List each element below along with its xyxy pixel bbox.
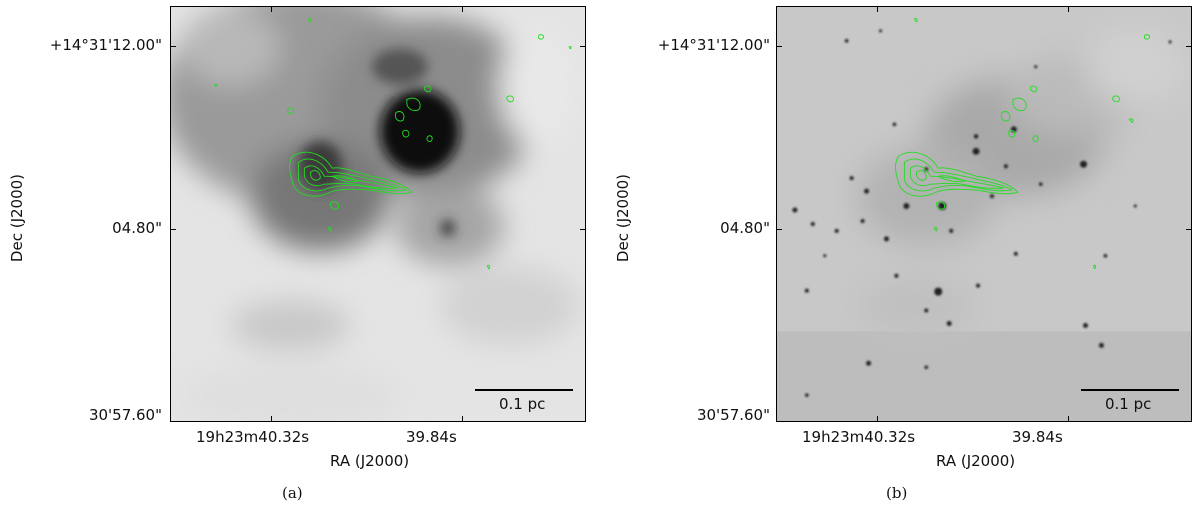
x-tick-label: 19h23m40.32s bbox=[802, 428, 916, 446]
contours-b bbox=[894, 17, 1151, 270]
x-tick-label: 19h23m40.32s bbox=[196, 428, 310, 446]
y-axis-title: Dec (J2000) bbox=[8, 173, 26, 263]
grayscale-image-a bbox=[171, 7, 585, 421]
y-tick-label: 30'57.60" bbox=[696, 406, 770, 424]
panel-a: 0.1 pc +14°31'12.00" 04.80" 30'57.60" 19… bbox=[8, 6, 586, 502]
y-tick-label: +14°31'12.00" bbox=[657, 36, 770, 54]
image-frame-b: 0.1 pc bbox=[776, 6, 1192, 422]
y-tick-label: +14°31'12.00" bbox=[49, 36, 162, 54]
y-tick-label: 04.80" bbox=[720, 219, 770, 237]
x-tick-label: 39.84s bbox=[1012, 428, 1063, 446]
scale-bar-label: 0.1 pc bbox=[1105, 395, 1152, 413]
x-tick-label: 39.84s bbox=[406, 428, 457, 446]
x-axis-title: RA (J2000) bbox=[936, 452, 1016, 470]
x-axis-title: RA (J2000) bbox=[330, 452, 410, 470]
y-tick-label: 04.80" bbox=[112, 219, 162, 237]
panel-label: (a) bbox=[282, 484, 303, 502]
image-frame-a: 0.1 pc bbox=[170, 6, 586, 422]
y-tick-label: 30'57.60" bbox=[88, 406, 162, 424]
stars-b bbox=[792, 29, 1172, 397]
scale-bar-label: 0.1 pc bbox=[499, 395, 546, 413]
grayscale-image-b bbox=[777, 7, 1191, 421]
y-axis-title: Dec (J2000) bbox=[614, 173, 632, 263]
contours-a bbox=[214, 17, 572, 270]
panel-b: 0.1 pc +14°31'12.00" 04.80" 30'57.60" 19… bbox=[600, 0, 1200, 506]
panel-label: (b) bbox=[886, 484, 908, 502]
